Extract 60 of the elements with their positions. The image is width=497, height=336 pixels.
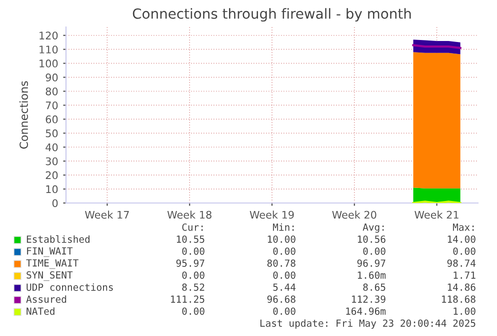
y-tick-label: 0 — [52, 199, 58, 208]
y-tick-label: 90 — [46, 74, 58, 82]
text: 0.00 — [273, 307, 296, 315]
text: 0.00 — [273, 271, 296, 279]
y-tick-label: 30 — [46, 157, 58, 166]
text: 1.71 — [454, 272, 476, 279]
y-tick-label: 40 — [46, 143, 58, 152]
text: 8.52 — [182, 283, 204, 291]
y-tick-label: 20 — [46, 171, 58, 180]
x-tick-label: Week 19 — [250, 210, 294, 219]
chart-title: Connections through firewall - by month — [132, 8, 411, 22]
text: 96.97 — [357, 259, 386, 267]
y-tick-label: 10 — [46, 185, 58, 194]
y-tick-label: 70 — [46, 101, 58, 110]
legend-label: Assured — [26, 295, 66, 303]
text: 0.00 — [182, 247, 204, 255]
text: 14.00 — [448, 235, 476, 243]
text: 1.60m — [358, 271, 386, 279]
text: 0.00 — [182, 271, 204, 279]
text: 164.96m — [346, 307, 386, 315]
text: 96.68 — [267, 295, 296, 303]
y-tick-label: 100 — [40, 60, 58, 68]
text: 0.00 — [453, 247, 476, 255]
y-tick-label: 50 — [46, 129, 58, 138]
text: 14.86 — [448, 283, 476, 291]
text: 118.68 — [442, 295, 476, 303]
text: Max: — [452, 224, 474, 231]
x-tick-label: Week 17 — [84, 210, 129, 219]
text: 98.74 — [447, 259, 476, 267]
y-tick-label: 120 — [40, 32, 58, 40]
text: 0.00 — [182, 307, 204, 315]
text: 10.55 — [176, 235, 204, 243]
legend-label: SYN_SENT — [26, 271, 73, 281]
y-axis-title: Connections — [19, 81, 28, 149]
text: 0.00 — [273, 247, 296, 255]
text: 80.78 — [267, 259, 296, 267]
legend-label: Established — [26, 235, 90, 243]
legend-label: UDP connections — [26, 283, 113, 291]
y-tick-label: 80 — [46, 87, 58, 96]
text: 5.44 — [273, 284, 296, 291]
legend-label: NATed — [26, 307, 54, 315]
text: Last update: Fri May 23 20:00:44 2025 — [260, 319, 476, 329]
text: 95.97 — [176, 259, 204, 267]
x-tick-label: Week 21 — [414, 210, 458, 219]
text: 0.00 — [363, 247, 386, 255]
x-tick-label: Week 20 — [332, 210, 376, 219]
text: 10.56 — [358, 235, 386, 243]
text: 1.00 — [454, 307, 476, 315]
legend-label: FIN_WAIT — [27, 247, 73, 257]
legend-label: TIME_WAIT — [26, 259, 78, 269]
text: 8.65 — [363, 283, 386, 291]
text: Avg: — [362, 224, 384, 233]
text: 111.25 — [171, 295, 204, 303]
text: Cur: — [182, 223, 203, 231]
text: 10.00 — [268, 235, 296, 243]
text: Min: — [272, 223, 294, 231]
y-tick-label: 110 — [40, 46, 58, 54]
text: 112.39 — [352, 295, 386, 303]
y-tick-label: 60 — [46, 115, 58, 124]
x-tick-label: Week 18 — [167, 210, 212, 219]
